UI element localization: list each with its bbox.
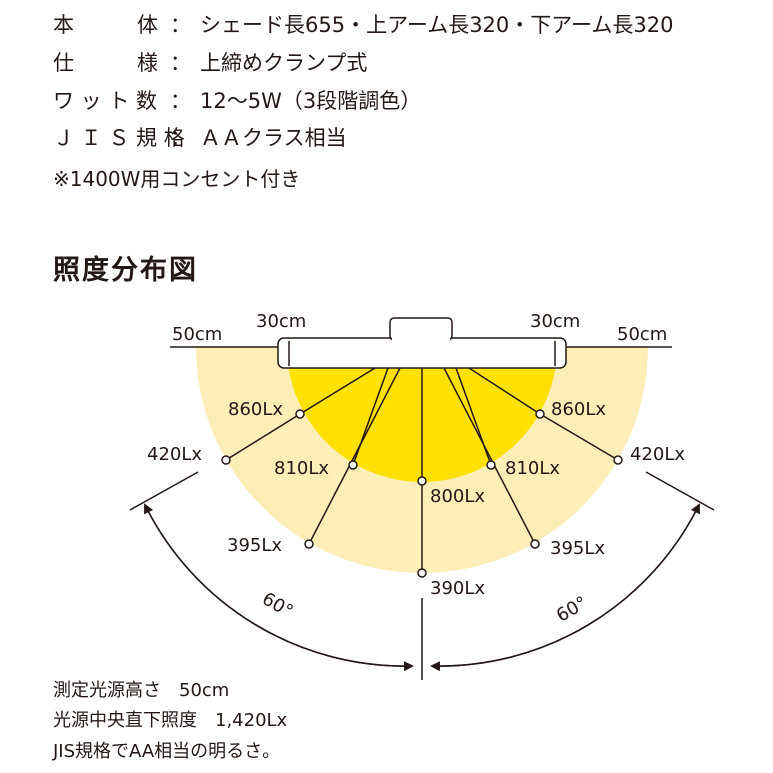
spec-label: Ｊ Ｉ Ｓ 規 格 [53,126,185,150]
lux-mid-right: 810Lx [505,458,560,479]
dist-left-outer-label: 50cm [172,324,222,345]
lux-center-outer: 390Lx [430,578,485,599]
dist-right-outer-label: 50cm [617,324,667,345]
point-center-inner [417,476,427,486]
point-outer-right [613,455,623,465]
lux-inner-left: 860Lx [228,399,283,420]
point-low-right [530,539,540,549]
dist-right-inner-label: 30cm [530,311,580,332]
footer-center-lux: 光源中央直下照度 1,420Lx [53,710,288,731]
lux-low-left: 395Lx [227,535,282,556]
lux-center-inner: 800Lx [430,486,485,507]
outlet-note: ※1400W用コンセント付き [53,167,301,191]
rays [225,367,619,573]
spec-separator: ： [170,89,191,113]
lux-outer-right: 420Lx [630,444,685,465]
point-center-outer [417,568,427,578]
ray-upper-right [468,367,541,415]
spec-label: 本 体 [53,13,158,37]
ray-mid-left [352,367,389,466]
lux-outer-left: 420Lx [147,444,202,465]
footer-height: 測定光源高さ 50cm [53,680,230,701]
lamp-cap [389,317,453,341]
point-outer-left [221,455,231,465]
lux-mid-left: 810Lx [274,458,329,479]
measurement-points [221,409,623,578]
footer-jis: JIS規格でAA相当の明るさ。 [53,741,281,762]
spec-value: シェード長655・上アーム長320・下アーム長320 [200,13,674,37]
spec-label: 仕 様 [53,51,158,75]
angle-left-label: 60° [258,588,296,622]
angle-boundary-left [129,471,199,511]
ray-far-right [539,413,619,461]
angle-arc-left-start [144,504,414,672]
ray-left [308,367,401,545]
spec-separator: ： [170,126,191,150]
spec-label: ワ ッ ト 数 [53,89,158,113]
lamp-shade [277,337,567,369]
spec-row-body: 本 体 ： シェード長655・上アーム長320・下アーム長320 [53,12,673,38]
ray-right [443,367,536,545]
point-mid-left [348,460,358,470]
spec-value: 上締めクランプ式 [200,51,368,75]
ray-far-left [225,413,301,461]
point-inner-right [535,409,545,419]
spec-separator: ： [170,51,191,75]
lux-inner-right: 860Lx [551,399,606,420]
angle-right-label: 60° [553,592,591,626]
ray-upper-left [299,367,376,415]
point-low-left [304,539,314,549]
point-mid-right [486,460,496,470]
spec-value: ＡＡクラス相当 [200,126,347,150]
spec-row-spec: 仕 様 ： 上締めクランプ式 [53,50,367,76]
angle-boundary-right [645,471,715,511]
section-title: 照度分布図 [53,255,198,286]
spec-row-jis: Ｊ Ｉ Ｓ 規 格： ＡＡクラス相当 [53,125,347,151]
spec-separator: ： [170,13,191,37]
lux-low-right: 395Lx [550,538,605,559]
spec-value: 12〜5W（3段階調色） [200,89,422,113]
dist-left-inner-label: 30cm [256,311,306,332]
angle-arc-right-start [430,504,700,672]
spec-row-wattage: ワ ッ ト 数 ： 12〜5W（3段階調色） [53,88,421,114]
point-inner-left [295,409,305,419]
